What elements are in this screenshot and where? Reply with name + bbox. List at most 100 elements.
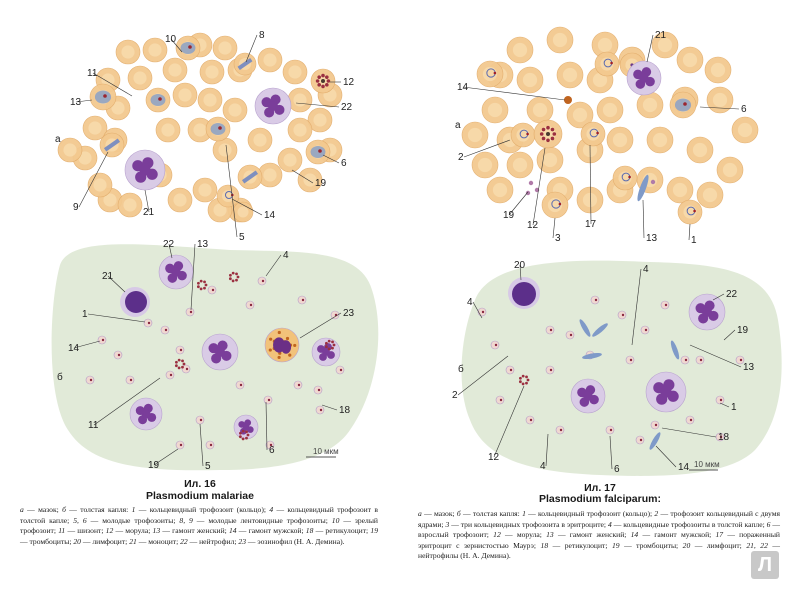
erythrocyte-center [642,97,658,113]
ring-nucleus-drop [249,303,253,307]
erythrocyte-center [547,197,563,213]
plate-16-legend-text: — гамонт мужской; [236,526,306,535]
gamont-crescent-drop [649,432,661,450]
merozoite [552,132,557,136]
parasite-nucleus [693,209,696,213]
ring-nucleus-drop [719,435,723,439]
morula-merozoite [324,345,328,349]
parasite-nucleus [610,61,613,65]
label-l-smear-5: 5 [239,232,245,243]
morula-merozoite [177,358,181,362]
erythrocyte-center [722,162,738,178]
morula-merozoite [331,340,334,344]
parasite-body [210,123,226,135]
lymphocyte-nucleus-r [512,282,536,306]
plate-16-legend-key: 18 [305,526,314,535]
label-l-drop-18: 18 [339,405,351,416]
ring-nucleus-drop [117,353,121,357]
plate-16-legend-key: 4 [269,505,274,514]
ring-nucleus-drop [689,418,693,422]
ring-nucleus-drop [169,373,173,377]
label-l-smear-8-leader [245,34,258,63]
eos-granule [268,348,272,352]
label-r-drop-2: 2 [452,390,458,401]
parasite-nucleus [526,132,529,136]
leukocyte-nucleus-lobe [322,348,330,356]
merozoite [325,75,329,79]
plate-17-legend-key: 20 [682,540,691,550]
ring-nucleus-drop [261,279,265,283]
erythrocyte-center [532,102,548,118]
erythrocyte-center [542,152,558,168]
morula-merozoite [181,365,184,369]
plate-17-legend-key: а [418,509,422,518]
erythrocyte-center [193,123,207,137]
label-r-drop-6: 6 [614,464,620,475]
ring-nucleus-drop [719,398,723,402]
plate-16-legend-key: 19 [370,526,378,535]
plate-16-legend-text: — мазок; [23,505,63,514]
plate-17-legend-text: — кольцевидные трофозоиты в толстой капл… [611,519,767,529]
label-l-smear-11: 11 [87,68,98,79]
erythrocyte-center [288,65,302,79]
plate-17-legend-text: — трофозоит кольцевидный с двумя ядрами; [418,509,780,529]
parasite-band [241,170,259,184]
ring-nucleus-drop [147,321,151,325]
morula-merozoite [525,375,528,379]
label-r-smear-1-leader [688,223,691,241]
parasite-nucleus [493,71,497,75]
morula-merozoite [331,346,334,350]
plate-16-legend-text: — шизонт; [65,526,106,535]
morula-merozoite [519,376,522,380]
label-l-drop-5-leader [199,423,204,467]
erythrocyte-center [78,151,92,165]
leukocyte-nucleus-lobe [267,100,279,112]
ring-nucleus-drop [89,378,93,382]
label-l-drop-23-leader [299,312,342,339]
label-r-smear-1: 1 [691,235,697,246]
label-l-smear-10: 10 [165,34,177,45]
label-r-smear-13: 13 [646,233,658,244]
plate-17-legend-key: 14 [630,530,639,539]
erythrocyte-center [148,43,162,57]
merozoite [550,136,555,141]
label-r-drop-1: 1 [731,402,737,413]
label-l-smear-14: 14 [264,210,276,221]
morula-merozoite [325,341,328,345]
parasite-nucleus [318,149,322,153]
label-l-smear-22: 22 [341,102,353,113]
ring-nucleus-drop [481,310,485,314]
label-r-drop-13-leader [689,344,742,368]
morula-merozoite [235,278,238,282]
label-r-drop-4: 4 [467,297,473,308]
label-l-drop-1-leader [87,313,146,323]
label-r-drop-4-leader [472,301,483,319]
plate-17-legend-key: 19 [611,540,620,550]
plate-16-title: Ил. 16 [184,478,216,490]
ring-nucleus-drop [499,398,503,402]
erythrocyte-center [218,143,232,157]
merozoite [321,73,325,78]
ring-nucleus-drop [319,408,323,412]
label-r-drop-12-leader [493,385,525,458]
plate-16-legend: а — мазок; б — толстая капля: 1 — кольце… [20,505,378,547]
plate-17-title: Ил. 17 [584,482,616,494]
merozoite [326,79,331,83]
label-l-drop-5: 5 [205,461,211,472]
erythrocyte-center [303,173,317,187]
morula-merozoite [229,273,232,277]
plate-17-subtitle: Plasmodium falciparum: [539,493,661,505]
label-r-drop-4b: 4 [643,264,649,275]
label-l-smear-5-leader [225,144,238,238]
morula-merozoite [236,275,240,279]
label-l-smear-9: 9 [73,202,79,213]
erythrocyte-center [522,72,538,88]
merozoite [539,132,544,136]
plate-17-legend-text: — лимфоцит; [690,540,747,550]
label-r-smear-19-leader [508,191,529,216]
plate-16-legend-text: — гамонт женский; [160,526,229,535]
label-l-drop-1: 1 [82,309,88,320]
erythrocyte-center [205,65,219,79]
plate-16-illustration: 10 8 11 12 13 22 9 21 5 14 19 6 а 22 13 4 21 1 23 14 6 11 18 19… [51,30,379,472]
erythrocyte-center [111,101,125,115]
